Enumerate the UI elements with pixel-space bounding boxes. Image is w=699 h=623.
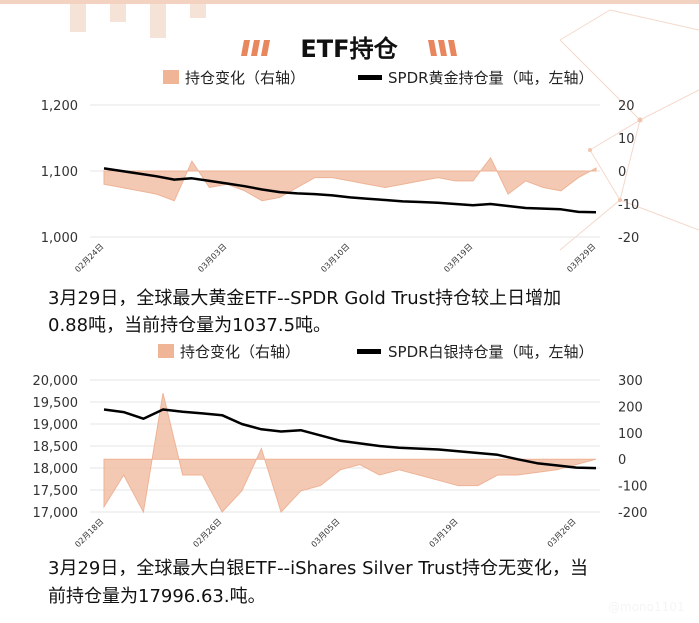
right-axis-tick-label: 100 xyxy=(618,427,643,442)
x-axis-tick-label: 03月29日 xyxy=(565,242,597,274)
gold-holdings-line xyxy=(103,167,597,214)
silver-left-axis: 20,000 19,500 19,000 18,500 18,000 17,500 17,0… xyxy=(33,374,79,521)
left-axis-tick-label: 1,000 xyxy=(41,231,78,246)
silver-legend: 持仓变化（右轴） SPDR白银持仓量（吨，左轴） xyxy=(158,343,594,361)
x-axis-tick-label: 02月26日 xyxy=(191,517,223,549)
left-axis-tick-label: 19,500 xyxy=(33,396,79,411)
gold-legend: 持仓变化（右轴） SPDR黄金持仓量（吨，左轴） xyxy=(163,69,594,87)
gold-caption-line-1: 3月29日，全球最大黄金ETF--SPDR Gold Trust持仓较上日增加 xyxy=(48,288,561,309)
legend-swatch-change xyxy=(158,344,174,358)
left-axis-tick-label: 17,500 xyxy=(33,484,79,499)
gold-change-area xyxy=(103,156,597,202)
x-axis-tick-label: 02月24日 xyxy=(73,242,105,274)
title-decoration-right xyxy=(428,40,457,56)
silver-right-axis: 300 200 100 0 -100 -200 xyxy=(618,374,648,521)
gold-left-axis: 1,200 1,100 1,000 xyxy=(41,99,78,246)
legend-label-change: 持仓变化（右轴） xyxy=(185,69,305,87)
left-axis-tick-label: 18,500 xyxy=(33,440,79,455)
silver-x-axis: 02月18日 02月26日 03月05日 03月19日 03月26日 xyxy=(73,517,577,549)
x-axis-tick-label: 02月18日 xyxy=(73,517,105,549)
silver-caption-line-2: 前持仓量为17996.63.吨。 xyxy=(48,586,266,607)
tiger-logo-icon xyxy=(588,572,608,592)
legend-label-holdings: SPDR白银持仓量（吨，左轴） xyxy=(388,343,594,361)
left-axis-tick-label: 18,000 xyxy=(33,462,79,477)
x-axis-tick-label: 03月03日 xyxy=(196,242,228,274)
right-axis-tick-label: -200 xyxy=(618,506,648,521)
right-axis-tick-label: 20 xyxy=(618,99,635,114)
legend-label-change: 持仓变化（右轴） xyxy=(180,343,300,361)
gold-caption-line-2: 0.88吨，当前持仓量为1037.5吨。 xyxy=(48,315,331,336)
legend-swatch-change xyxy=(163,70,179,84)
left-axis-tick-label: 1,200 xyxy=(41,99,78,114)
left-axis-tick-label: 1,100 xyxy=(41,165,78,180)
right-axis-tick-label: 0 xyxy=(618,453,626,468)
right-axis-tick-label: -10 xyxy=(618,198,639,213)
right-axis-tick-label: 0 xyxy=(618,165,626,180)
gold-x-axis: 02月24日 03月03日 03月10日 03月19日 03月29日 xyxy=(73,242,597,274)
legend-swatch-holdings xyxy=(358,75,382,80)
silver-holdings-line xyxy=(103,408,597,470)
left-axis-tick-label: 20,000 xyxy=(33,374,79,389)
legend-swatch-holdings xyxy=(357,349,381,354)
decorative-network-pattern xyxy=(559,9,699,251)
top-accent-bar xyxy=(0,0,699,4)
right-axis-tick-label: -100 xyxy=(618,480,648,495)
x-axis-tick-label: 03月26日 xyxy=(546,517,578,549)
page-title: ETF持仓 xyxy=(300,35,398,63)
decorative-candles xyxy=(70,0,206,38)
gold-chart: 持仓变化（右轴） SPDR黄金持仓量（吨，左轴） 1,200 1,100 1,000… xyxy=(41,69,639,274)
right-axis-tick-label: 10 xyxy=(618,132,635,147)
watermark: 老虎社区 @mono1101 xyxy=(588,572,685,614)
right-axis-tick-label: -20 xyxy=(618,231,639,246)
x-axis-tick-label: 03月10日 xyxy=(319,242,351,274)
x-axis-tick-label: 03月19日 xyxy=(428,517,460,549)
watermark-handle: @mono1101 xyxy=(608,600,685,614)
left-axis-tick-label: 19,000 xyxy=(33,418,79,433)
title-decoration-left xyxy=(241,40,270,56)
silver-caption-line-1: 3月29日，全球最大白银ETF--iShares Silver Trust持仓无… xyxy=(48,558,588,579)
left-axis-tick-label: 17,000 xyxy=(33,506,79,521)
watermark-brand: 老虎社区 xyxy=(612,574,672,592)
right-axis-tick-label: 300 xyxy=(618,374,643,389)
x-axis-tick-label: 03月19日 xyxy=(442,242,474,274)
silver-change-area xyxy=(103,393,597,514)
x-axis-tick-label: 03月05日 xyxy=(310,517,342,549)
right-axis-tick-label: 200 xyxy=(618,400,643,415)
legend-label-holdings: SPDR黄金持仓量（吨，左轴） xyxy=(388,69,594,87)
silver-chart: 持仓变化（右轴） SPDR白银持仓量（吨，左轴） 20,000 19,500 19,… xyxy=(33,343,648,549)
gold-right-axis: 20 10 0 -10 -20 xyxy=(618,99,639,246)
